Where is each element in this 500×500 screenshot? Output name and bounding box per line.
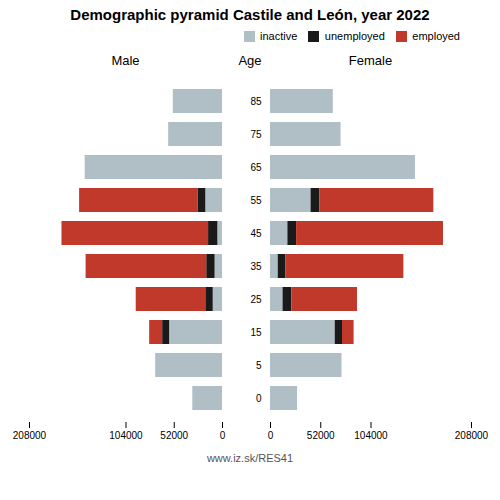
svg-text:55: 55 — [250, 195, 262, 206]
html-text:unemployed: unemployed — [324, 30, 385, 43]
html-text:Age: Age — [238, 53, 262, 68]
html-text:inactive: inactive — [260, 30, 298, 43]
svg-text:5: 5 — [256, 360, 262, 371]
html-text:Female: Female — [348, 53, 393, 68]
svg-text:104000: 104000 — [109, 430, 143, 441]
html-text:www.iz.sk/RES41: www.iz.sk/RES41 — [206, 452, 294, 464]
svg-text:25: 25 — [250, 294, 262, 305]
svg-text:0: 0 — [256, 393, 262, 404]
svg-text:208000: 208000 — [455, 430, 489, 441]
svg-text:65: 65 — [250, 162, 262, 173]
svg-text:0: 0 — [268, 430, 274, 441]
svg-text:85: 85 — [250, 96, 262, 107]
html-text:employed: employed — [412, 30, 460, 43]
svg-text:15: 15 — [250, 327, 262, 338]
svg-text:0: 0 — [220, 430, 226, 441]
html-text:Male: Male — [111, 53, 140, 68]
svg-text:52000: 52000 — [160, 430, 188, 441]
html-text:Demographic pyramid Castile an: Demographic pyramid Castile and León, ye… — [70, 6, 430, 23]
svg-text:35: 35 — [250, 261, 262, 272]
svg-text:75: 75 — [250, 129, 262, 140]
svg-text:104000: 104000 — [354, 430, 388, 441]
svg-text:208000: 208000 — [13, 430, 47, 441]
svg-text:52000: 52000 — [307, 430, 335, 441]
svg-text:45: 45 — [250, 228, 262, 239]
